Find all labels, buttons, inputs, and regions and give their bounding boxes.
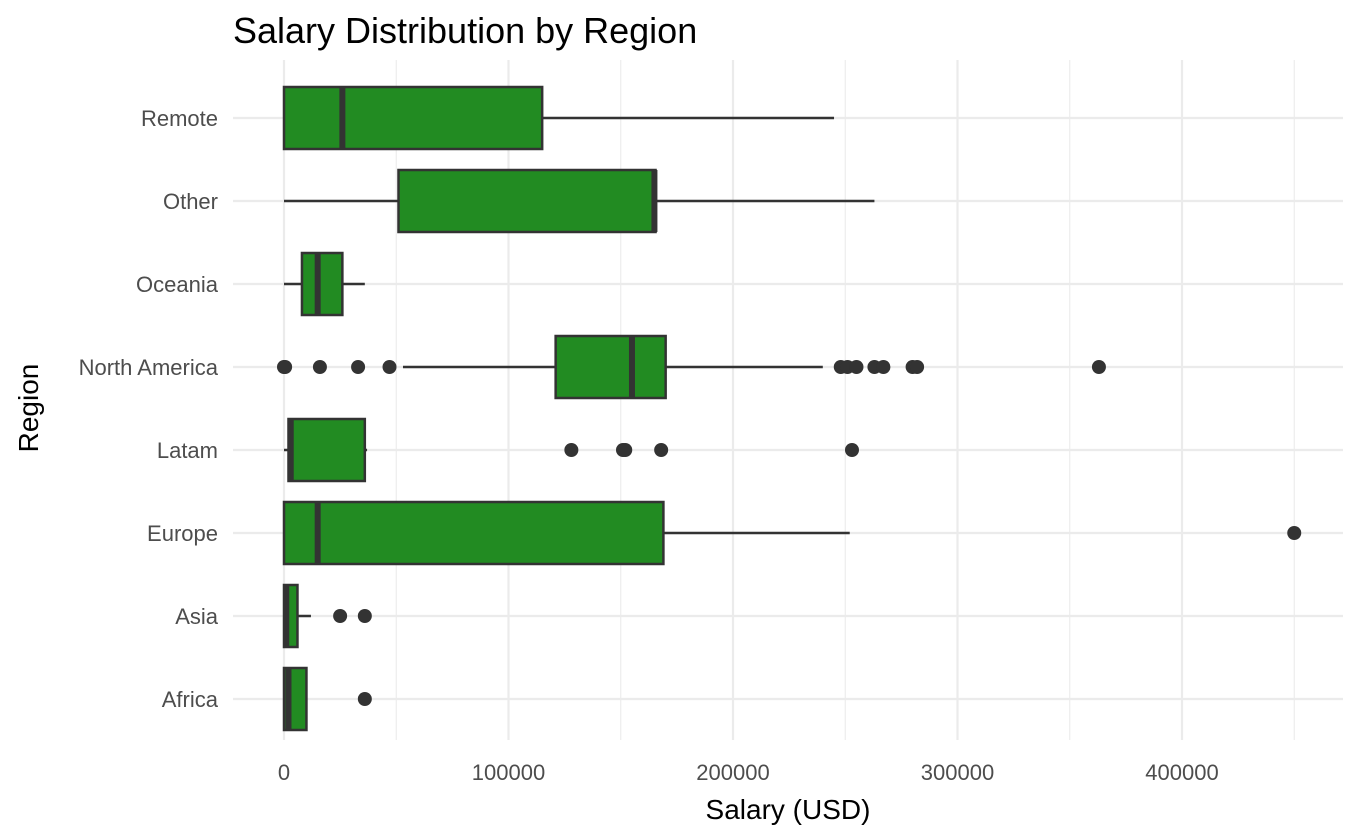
box-iqr [554, 334, 667, 400]
outlier-point [654, 443, 669, 457]
outlier-point [876, 360, 891, 374]
x-tick-label: 100000 [472, 760, 545, 785]
y-tick-label: Europe [147, 521, 218, 546]
box-iqr [287, 417, 367, 483]
x-tick-label: 0 [278, 760, 290, 785]
box-iqr [282, 500, 665, 566]
outlier-point [333, 609, 348, 623]
y-tick-label: Other [163, 189, 218, 214]
box-group-remote [282, 85, 835, 151]
box-group-oceania [284, 251, 365, 317]
chart-title: Salary Distribution by Region [233, 10, 697, 51]
outlier-point [618, 443, 633, 457]
box-group-latam [284, 417, 859, 483]
y-axis-title: Region [13, 364, 44, 453]
box-iqr [282, 85, 544, 151]
outlier-point [312, 360, 327, 374]
y-tick-label: Remote [141, 106, 218, 131]
grid-layer [233, 60, 1343, 740]
outlier-point [1091, 360, 1106, 374]
x-axis-title: Salary (USD) [706, 794, 871, 825]
y-tick-label: Oceania [136, 272, 219, 297]
outlier-point [844, 443, 859, 457]
box-group-africa [282, 666, 372, 732]
box-group-north-america [277, 334, 1106, 400]
outlier-point [357, 692, 372, 706]
box-group-europe [282, 500, 1302, 566]
outlier-point [278, 360, 293, 374]
outlier-point [849, 360, 864, 374]
x-tick-label: 200000 [696, 760, 769, 785]
outlier-point [564, 443, 579, 457]
outlier-point [382, 360, 397, 374]
y-tick-label: Asia [175, 604, 219, 629]
outlier-point [1287, 526, 1302, 540]
outlier-point [910, 360, 925, 374]
box-iqr [397, 168, 657, 234]
box-group-other [284, 168, 875, 234]
outlier-point [357, 609, 372, 623]
y-tick-label: North America [79, 355, 219, 380]
box-iqr [300, 251, 344, 317]
box-group-asia [282, 583, 372, 649]
x-tick-label: 300000 [921, 760, 994, 785]
y-tick-label: Africa [162, 687, 219, 712]
outlier-point [351, 360, 366, 374]
tick-label-layer: 0 100000 200000 300000 400000 Africa Asia Europ… [79, 106, 1219, 785]
box-layer [277, 85, 1302, 732]
y-tick-label: Latam [157, 438, 218, 463]
x-tick-label: 400000 [1145, 760, 1218, 785]
